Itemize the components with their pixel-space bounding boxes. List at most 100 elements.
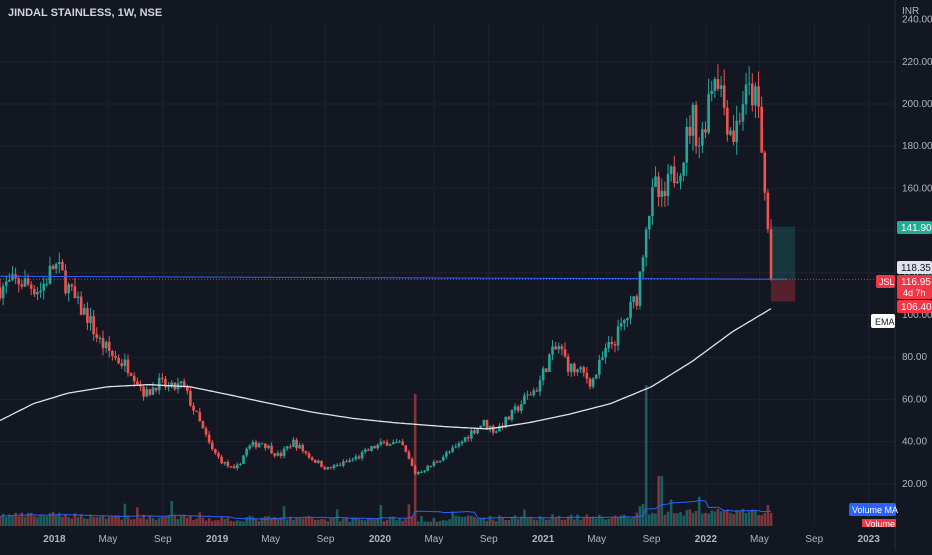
volume-bar <box>217 520 220 526</box>
candle-body <box>161 377 164 379</box>
volume-bar <box>289 516 292 526</box>
candle-body <box>136 381 139 385</box>
candle-body <box>201 421 205 429</box>
volume-bar <box>64 513 67 526</box>
volume-bar <box>520 516 523 526</box>
time-tick-label: May <box>424 534 443 545</box>
volume-bar <box>766 505 770 526</box>
volume-bar <box>151 517 155 526</box>
stop-price-tag-bg <box>897 300 932 313</box>
volume-bar <box>757 515 760 526</box>
candle-body <box>260 443 264 445</box>
candle-body <box>317 460 320 463</box>
volume-bar <box>420 515 423 526</box>
candle-body <box>167 385 170 388</box>
volume-bar <box>179 515 183 526</box>
volume-bar <box>463 516 467 526</box>
candle-body <box>289 446 292 448</box>
volume-bar <box>101 515 105 526</box>
candle-body <box>694 104 698 147</box>
volume-bar <box>267 516 270 526</box>
candle-body <box>569 363 573 372</box>
candle-body <box>613 344 617 346</box>
candle-body <box>682 162 685 176</box>
volume-bar <box>610 517 614 526</box>
candle-body <box>323 467 326 470</box>
price-tick-label: 100.00 <box>902 310 932 321</box>
volume-bar <box>541 517 545 526</box>
candle-body <box>672 166 676 184</box>
volume-bar <box>647 514 651 526</box>
volume-bar <box>185 517 189 526</box>
volume-bar <box>429 521 433 526</box>
candle-body <box>51 265 55 269</box>
volume-bar <box>239 520 242 526</box>
stop-price-tag: 106.40 <box>897 300 932 313</box>
time-tick-label: 2022 <box>695 534 718 545</box>
candle-body <box>48 265 52 284</box>
volume-bar <box>488 515 492 526</box>
volume-bar <box>126 515 130 526</box>
candle-body <box>126 359 130 374</box>
candle-body <box>726 107 729 135</box>
candle-body <box>647 216 651 230</box>
price-tick-label: 160.00 <box>902 183 932 194</box>
volume-bar <box>251 516 255 526</box>
candle-body <box>82 308 86 315</box>
candle-body <box>195 410 198 412</box>
volume-bar <box>507 520 511 526</box>
candle-body <box>151 387 155 395</box>
volume-bar <box>117 515 120 526</box>
candle-body <box>660 190 664 197</box>
candle-body <box>292 439 295 447</box>
candle-body <box>282 448 286 457</box>
candle-body <box>654 176 657 187</box>
candle-body <box>516 406 520 411</box>
grid-layer <box>0 22 895 527</box>
candle-body <box>504 416 507 428</box>
candle-body <box>164 378 167 388</box>
volume-bar <box>357 519 361 526</box>
volume-bar <box>591 516 595 526</box>
price-tick-label: 180.00 <box>902 141 932 152</box>
volume-bar <box>510 517 514 526</box>
time-tick-label: Sep <box>805 534 823 545</box>
candle-body <box>476 427 479 434</box>
volume-bar <box>33 516 36 526</box>
candle-body <box>145 389 149 397</box>
volume-bar <box>588 517 592 526</box>
candle-body <box>719 85 723 89</box>
volume-bar <box>473 516 476 526</box>
ema-price-tag: 118.35 <box>897 261 932 274</box>
volume-bar <box>613 515 617 526</box>
candle-body <box>76 296 80 299</box>
volume-bar <box>295 517 298 526</box>
position-tool[interactable] <box>771 226 796 302</box>
volume-bar <box>342 518 345 526</box>
candle-body <box>704 129 707 133</box>
volume-bar <box>413 394 417 526</box>
volume-bar <box>373 519 376 526</box>
candle-body <box>251 442 255 446</box>
candle-body <box>67 284 70 294</box>
candle-body <box>329 467 333 469</box>
volume-bar <box>232 521 236 526</box>
candle-body <box>373 446 376 449</box>
volume-bar <box>666 511 670 526</box>
candle-body <box>392 442 395 445</box>
candle-body <box>457 443 461 447</box>
candle-body <box>548 354 551 372</box>
volume-bar <box>120 519 124 526</box>
volume-bar <box>161 516 164 526</box>
candle-body <box>111 350 114 357</box>
volume-bar <box>14 512 17 526</box>
candle-body <box>39 290 42 293</box>
candle-body <box>426 465 429 471</box>
volume-bar <box>332 517 336 526</box>
candle-body <box>641 257 645 272</box>
candle-body <box>276 452 280 456</box>
candle-body <box>207 434 211 443</box>
candle-body <box>663 190 667 197</box>
volume-bar <box>207 517 211 526</box>
